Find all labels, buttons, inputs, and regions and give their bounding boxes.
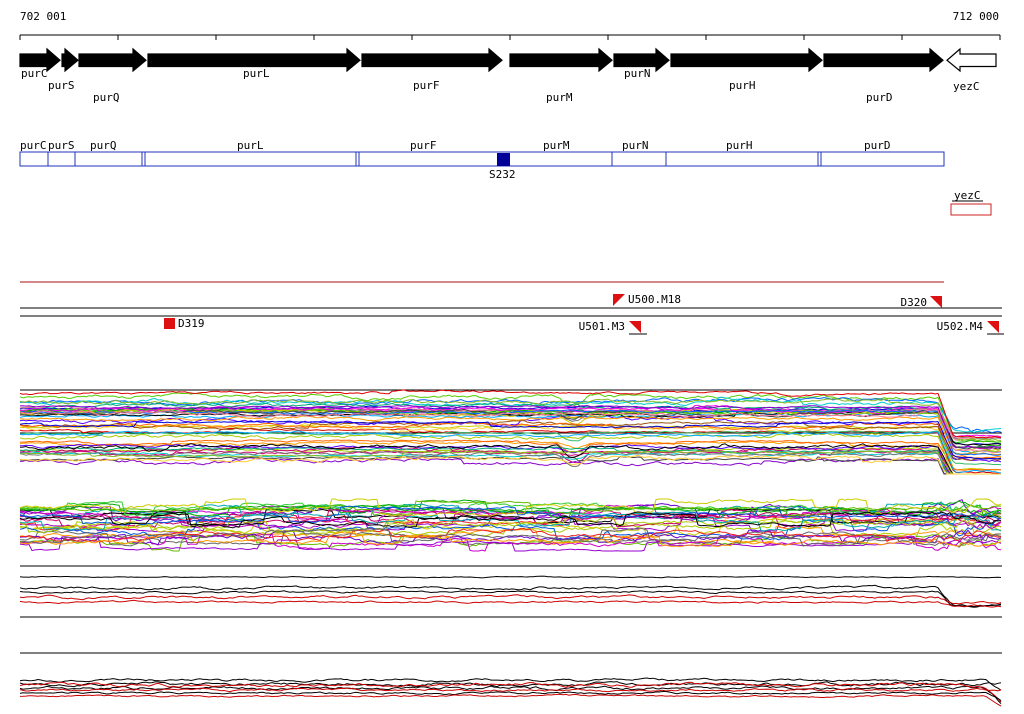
signal-trace <box>19 420 1002 460</box>
signal-trace <box>19 599 1002 608</box>
signal-trace <box>19 443 1001 475</box>
signal-trace <box>19 690 1002 702</box>
gene-arrow-purH[interactable] <box>670 47 823 73</box>
gene-label-purM[interactable]: purM <box>546 91 573 104</box>
gene-arrow-purL[interactable] <box>147 47 361 73</box>
gene-label-yezC[interactable]: yezC <box>953 80 980 93</box>
signal-trace <box>19 404 1002 450</box>
signal-trace <box>19 500 1002 517</box>
gene-label-purF[interactable]: purF <box>413 79 440 92</box>
signal-trace <box>19 409 1002 454</box>
signal-trace <box>20 396 1002 434</box>
signal-trace <box>19 446 1001 475</box>
signal-trace <box>19 439 1002 471</box>
signal-trace <box>19 575 1002 579</box>
probe-track-outline <box>19 151 945 167</box>
signal-trace <box>19 508 1002 526</box>
probe-segment-label-purQ[interactable]: purQ <box>90 139 117 152</box>
marker-flag-U500.M18[interactable] <box>613 294 625 306</box>
signal-trace <box>19 693 1002 707</box>
feature-box-yezC[interactable] <box>950 203 992 216</box>
gene-arrow-purC[interactable] <box>19 47 61 73</box>
signal-trace <box>19 584 1002 608</box>
gene-label-purD[interactable]: purD <box>866 91 893 104</box>
probe-segment-label-purN[interactable]: purN <box>622 139 649 152</box>
signal-trace <box>19 404 1002 449</box>
probe-segment-label-purL[interactable]: purL <box>237 139 264 152</box>
signal-trace <box>19 389 1002 439</box>
probe-segment-label-purC[interactable]: purC <box>20 139 47 152</box>
signal-trace <box>19 454 1001 475</box>
signal-trace <box>19 527 1002 547</box>
probe-S232[interactable] <box>497 153 510 166</box>
gene-label-purH[interactable]: purH <box>729 79 756 92</box>
marker-label-D320[interactable]: D320 <box>901 296 928 309</box>
probe-segment-label-purM[interactable]: purM <box>543 139 570 152</box>
gene-label-purN[interactable]: purN <box>624 67 651 80</box>
signal-trace <box>19 505 1002 526</box>
signal-trace <box>19 457 1001 475</box>
signal-trace <box>19 508 1002 528</box>
signal-trace <box>19 511 1002 529</box>
signal-trace <box>19 500 1001 518</box>
signal-trace <box>19 421 1002 460</box>
signal-trace <box>19 590 1002 608</box>
signal-trace <box>19 509 1002 534</box>
signal-trace <box>19 430 1002 474</box>
signal-trace <box>19 451 1001 475</box>
marker-label-U500.M18[interactable]: U500.M18 <box>628 293 681 306</box>
gene-arrow-purN[interactable] <box>613 47 670 73</box>
feature-label-yezC[interactable]: yezC <box>954 189 981 202</box>
gene-arrow-purQ[interactable] <box>78 47 147 73</box>
signal-trace <box>19 687 1002 693</box>
probe-segment-label-purS[interactable]: purS <box>48 139 75 152</box>
probe-label-S232[interactable]: S232 <box>489 168 516 181</box>
signal-trace <box>19 498 1002 517</box>
signal-trace <box>19 525 1002 545</box>
gene-label-purQ[interactable]: purQ <box>93 91 120 104</box>
marker-flag-D320[interactable] <box>930 296 942 308</box>
marker-flag-D319[interactable] <box>164 318 175 329</box>
signal-trace <box>19 398 1001 442</box>
gene-arrow-yezC[interactable] <box>946 47 997 73</box>
marker-flag-U501.M3[interactable] <box>629 321 641 333</box>
signal-trace <box>19 594 1002 605</box>
signal-trace <box>19 681 1002 688</box>
probe-segment-label-purH[interactable]: purH <box>726 139 753 152</box>
marker-label-U501.M3[interactable]: U501.M3 <box>579 320 625 333</box>
signal-trace <box>19 450 1001 475</box>
signal-trace <box>19 503 1002 519</box>
probe-segment-label-purD[interactable]: purD <box>864 139 891 152</box>
gene-arrow-purM[interactable] <box>509 47 613 73</box>
signal-trace <box>19 450 1001 475</box>
signal-trace <box>19 677 1002 691</box>
gene-label-purS[interactable]: purS <box>48 79 75 92</box>
signal-trace <box>19 432 1001 475</box>
signal-trace <box>20 527 1002 543</box>
signal-trace <box>19 516 1002 534</box>
gene-arrow-purD[interactable] <box>823 47 944 73</box>
marker-label-D319[interactable]: D319 <box>178 317 205 330</box>
signal-trace <box>19 415 1002 456</box>
signal-trace <box>19 515 1002 538</box>
marker-flag-U502.M4[interactable] <box>987 321 999 333</box>
probe-segment-label-purF[interactable]: purF <box>410 139 437 152</box>
gene-label-purL[interactable]: purL <box>243 67 270 80</box>
ruler-end-label: 712 000 <box>952 10 999 23</box>
signal-trace <box>19 408 1002 450</box>
ruler-start-label: 702 001 <box>20 10 67 23</box>
marker-label-U502.M4[interactable]: U502.M4 <box>937 320 984 333</box>
gene-label-purC[interactable]: purC <box>21 67 48 80</box>
gene-arrow-purF[interactable] <box>361 47 503 73</box>
signal-trace <box>19 420 1002 461</box>
gene-arrow-purS[interactable] <box>61 47 79 73</box>
signal-trace <box>19 681 1002 703</box>
